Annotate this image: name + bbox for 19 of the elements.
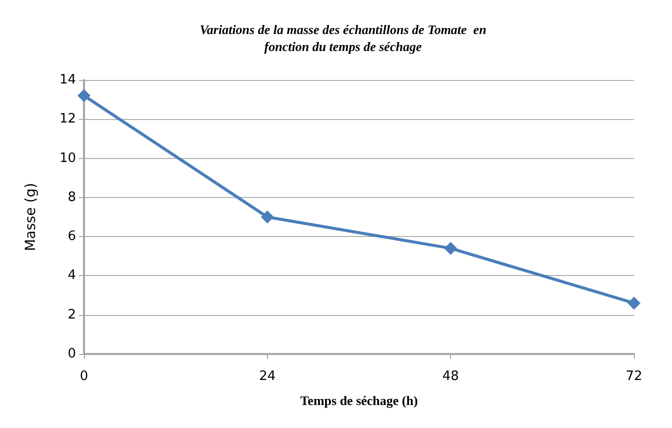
point <box>78 89 90 102</box>
y-axis-title: Masse (g) <box>23 182 39 252</box>
y-tick-label: 4 <box>68 268 76 284</box>
y-tick-label: 8 <box>68 190 76 205</box>
y-tick-label: 0 <box>68 346 76 362</box>
y-tick-label: 10 <box>59 150 76 166</box>
y-tick-label: 2 <box>68 307 76 322</box>
x-tick-label: 0 <box>80 369 88 384</box>
y-tick-label: 12 <box>59 112 76 127</box>
y-tick-label: 6 <box>68 229 76 244</box>
y-tick-label: 14 <box>59 72 76 88</box>
point <box>444 242 458 255</box>
x-tick-label: 72 <box>626 369 642 384</box>
chart-title: Variations de la masse des échantillons de Tomate en fonction du temps de séchage <box>200 22 486 54</box>
point <box>260 210 274 224</box>
x-tick-label: 24 <box>259 369 276 384</box>
x-tick-label: 48 <box>442 369 459 384</box>
point <box>628 296 640 310</box>
x-axis-title: Temps de séchage (h) <box>300 393 418 408</box>
